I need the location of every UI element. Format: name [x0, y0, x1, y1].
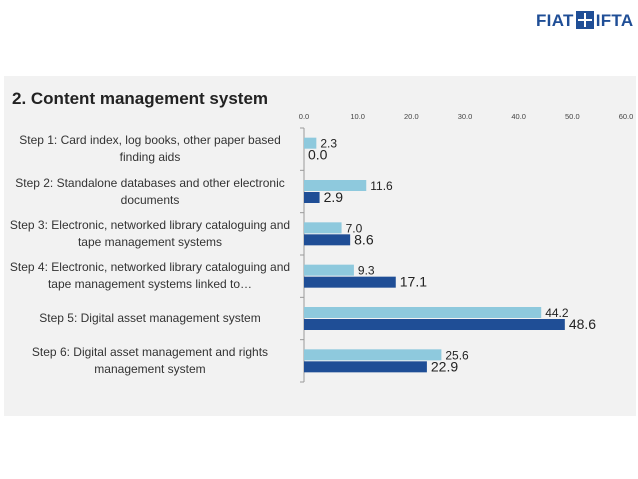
x-tick-label: 60.0 [619, 112, 634, 121]
bar [304, 137, 317, 149]
data-label: 44.2 [545, 306, 569, 320]
category-label: Step 1: Card index, log books, other pap… [19, 133, 281, 165]
data-label: 17.1 [400, 274, 427, 290]
fiat-ifta-logo: FIAT IFTA [536, 10, 633, 32]
data-label: 2.9 [324, 189, 344, 205]
data-label: 48.6 [569, 316, 596, 332]
x-tick-label: 0.0 [299, 112, 309, 121]
bar [304, 192, 320, 203]
category-label: Step 2: Standalone databases and other e… [15, 175, 285, 207]
x-tick-label: 20.0 [404, 112, 419, 121]
bar [304, 234, 351, 246]
bar [304, 180, 367, 191]
bar [304, 222, 342, 234]
x-tick-label: 10.0 [350, 112, 365, 121]
bar [304, 349, 442, 361]
x-tick-label: 50.0 [565, 112, 580, 121]
chart-title: 2. Content management system [12, 89, 269, 108]
bar [304, 319, 565, 330]
data-label: 8.6 [354, 231, 374, 247]
logo-cross-icon [575, 11, 594, 29]
data-label: 0.0 [308, 147, 328, 163]
category-label: Step 5: Digital asset management system [39, 311, 261, 325]
x-tick-label: 40.0 [511, 112, 526, 121]
data-label: 25.6 [445, 348, 469, 362]
category-label: Step 4: Electronic, networked library ca… [9, 260, 291, 292]
bar [304, 276, 396, 288]
bar [304, 361, 427, 373]
data-label: 11.6 [370, 179, 393, 193]
data-label: 2.3 [320, 137, 337, 151]
x-tick-label: 30.0 [458, 112, 473, 121]
data-label: 7.0 [346, 221, 363, 235]
data-label: 9.3 [358, 264, 375, 278]
category-label: Step 3: Electronic, networked library ca… [9, 217, 291, 249]
bar [304, 264, 354, 276]
category-label: Step 6: Digital asset management and rig… [31, 344, 269, 376]
bar [304, 307, 542, 318]
logo-text: FIAT IFTA [536, 11, 634, 30]
data-label: 22.9 [431, 358, 458, 374]
